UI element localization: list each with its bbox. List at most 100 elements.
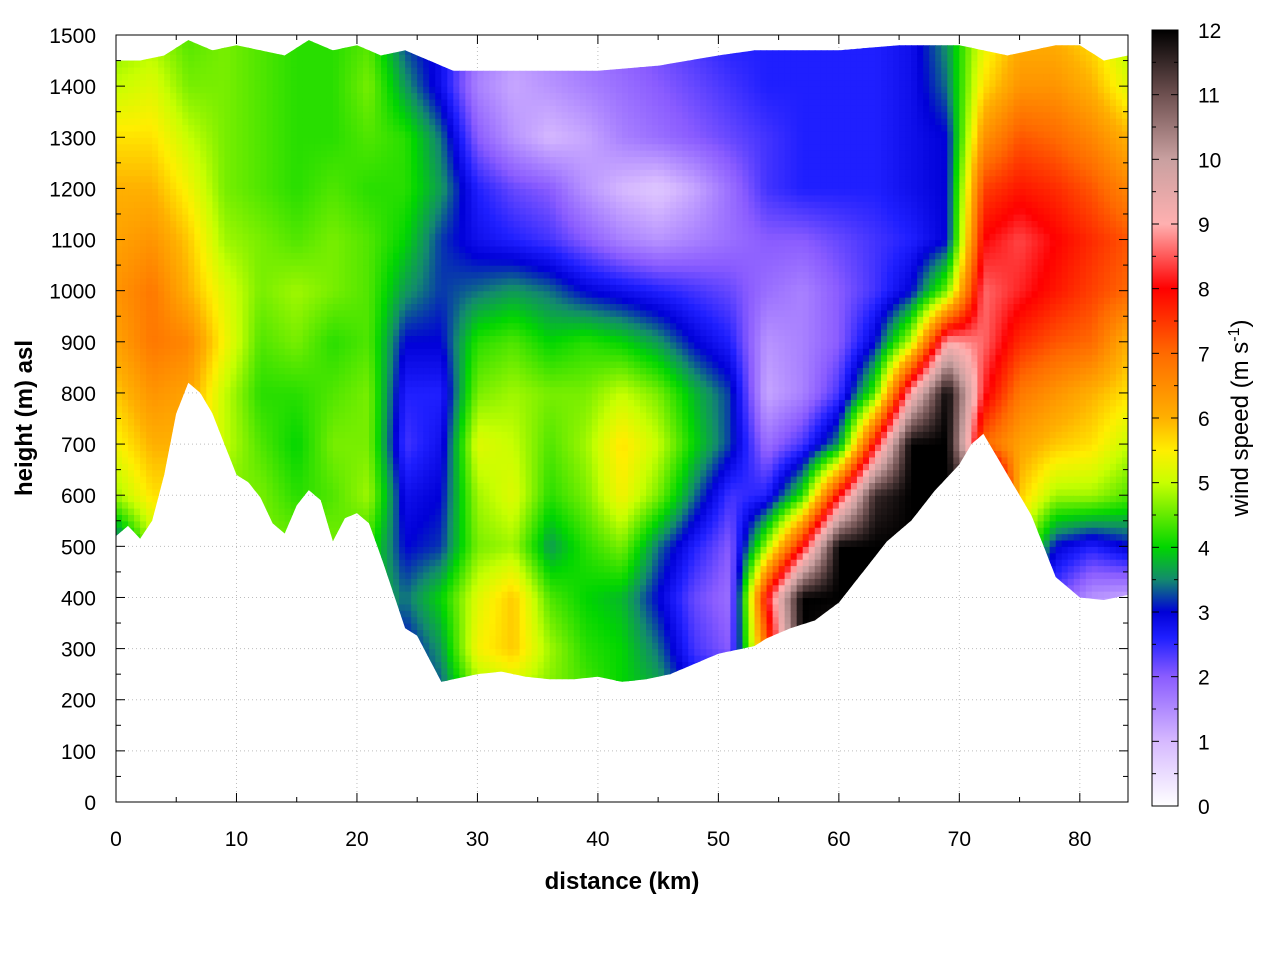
heatmap-cell (387, 552, 394, 560)
heatmap-cell (194, 297, 201, 305)
heatmap-cell (266, 329, 274, 337)
heatmap-cell (158, 105, 165, 113)
heatmap-cell (381, 118, 388, 126)
heatmap-cell (314, 213, 322, 221)
heatmap-cell (158, 182, 165, 189)
heatmap-cell (260, 488, 268, 496)
heatmap-cell (369, 86, 376, 94)
heatmap-cell (381, 527, 388, 535)
heatmap-cell (188, 150, 195, 158)
heatmap-cell (194, 54, 201, 62)
heatmap-cell (140, 354, 147, 362)
heatmap-cell (140, 495, 147, 503)
heatmap-cell (152, 188, 159, 196)
heatmap-cell (266, 162, 274, 170)
heatmap-cell (338, 380, 346, 388)
heatmap-cell (356, 207, 364, 215)
heatmap-cell (194, 277, 201, 285)
heatmap-cell (332, 412, 340, 420)
heatmap-cell (393, 156, 400, 164)
heatmap-cell (134, 380, 141, 388)
heatmap-cell (122, 322, 129, 330)
heatmap-cell (350, 182, 358, 189)
heatmap-cell (152, 367, 159, 375)
heatmap-cell (176, 118, 183, 126)
heatmap-cell (369, 348, 376, 356)
heatmap-cell (248, 271, 256, 279)
heatmap-cell (140, 316, 147, 324)
heatmap-cell (399, 539, 406, 547)
heatmap-cell (344, 303, 352, 311)
heatmap-cell (122, 488, 129, 496)
heatmap-cell (326, 150, 334, 158)
heatmap-cell (290, 418, 298, 426)
heatmap-cell (272, 437, 280, 445)
heatmap-cell (182, 277, 189, 285)
heatmap-cell (393, 482, 400, 490)
heatmap-cell (314, 367, 322, 375)
heatmap-cell (128, 335, 135, 343)
heatmap-cell (344, 482, 352, 490)
heatmap-cell (356, 284, 364, 292)
heatmap-cell (128, 60, 135, 68)
heatmap-cell (369, 182, 376, 189)
heatmap-cell (278, 520, 286, 528)
heatmap-cell (212, 329, 219, 337)
heatmap-cell (140, 182, 147, 189)
heatmap-cell (176, 54, 183, 62)
heatmap-cell (212, 367, 219, 375)
heatmap-cell (381, 290, 388, 298)
heatmap-cell (260, 169, 268, 177)
heatmap-cell (375, 213, 382, 221)
heatmap-cell (393, 111, 400, 119)
heatmap-cell (176, 399, 183, 407)
heatmap-cell (140, 220, 147, 228)
heatmap-cell (152, 92, 159, 100)
heatmap-cell (272, 54, 280, 62)
heatmap-cell (284, 316, 292, 324)
heatmap-cell (375, 277, 382, 285)
heatmap-cell (260, 220, 268, 228)
heatmap-cell (266, 207, 274, 215)
heatmap-cell (254, 431, 262, 439)
heatmap-cell (272, 488, 280, 496)
heatmap-cell (272, 239, 280, 247)
heatmap-cell (314, 399, 322, 407)
heatmap-cell (393, 201, 400, 209)
heatmap-cell (248, 98, 256, 106)
heatmap-cell (362, 488, 370, 496)
heatmap-cell (188, 92, 195, 100)
heatmap-cell (338, 188, 346, 196)
heatmap-cell (140, 245, 147, 253)
heatmap-cell (387, 392, 394, 400)
heatmap-cell (116, 130, 123, 138)
heatmap-cell (224, 444, 232, 452)
heatmap-cell (152, 156, 159, 164)
heatmap-cell (296, 424, 304, 432)
heatmap-cell (260, 367, 268, 375)
heatmap-cell (122, 284, 129, 292)
heatmap-cell (338, 437, 346, 445)
heatmap-cell (254, 239, 262, 247)
heatmap-cell (350, 156, 358, 164)
heatmap-cell (248, 150, 256, 158)
heatmap-cell (266, 463, 274, 471)
heatmap-cell (182, 335, 189, 343)
heatmap-cell (152, 118, 159, 126)
heatmap-cell (369, 137, 376, 145)
heatmap-cell (254, 207, 262, 215)
heatmap-cell (122, 118, 129, 126)
heatmap-cell (381, 271, 388, 279)
heatmap-cell (393, 79, 400, 87)
heatmap-cell (248, 175, 256, 183)
heatmap-cell (350, 476, 358, 484)
heatmap-cell (146, 73, 153, 81)
heatmap-cell (242, 290, 250, 298)
heatmap-cell (134, 437, 141, 445)
heatmap-cell (176, 98, 183, 106)
heatmap-cell (326, 271, 334, 279)
heatmap-cell (308, 431, 316, 439)
heatmap-cell (272, 233, 280, 241)
heatmap-cell (272, 60, 280, 68)
heatmap-cell (200, 220, 207, 228)
